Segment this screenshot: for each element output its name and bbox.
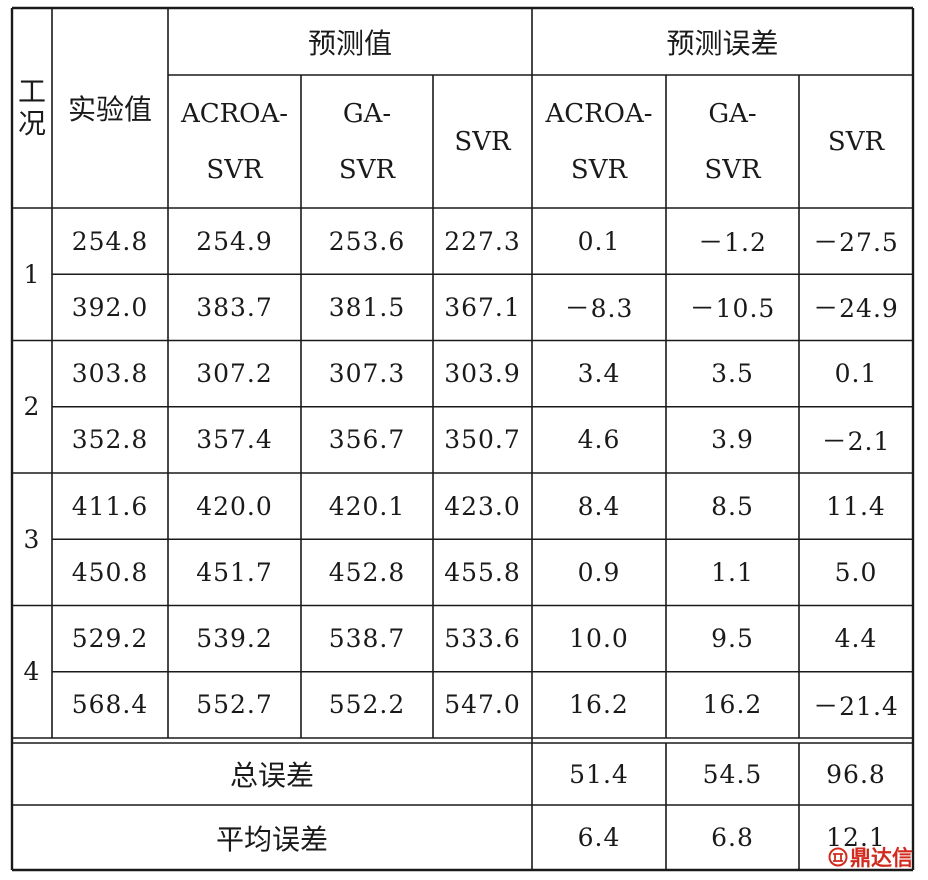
predicted-cell: 254.9 xyxy=(196,226,273,256)
error-cell: 3.5 xyxy=(711,359,754,389)
predicted-cell: 452.8 xyxy=(328,557,406,587)
summary-label: 平均误差 xyxy=(215,822,328,856)
error-cell: －10.5 xyxy=(689,294,776,324)
header-experimental: 实验值 xyxy=(67,93,152,126)
predicted-cell: 552.7 xyxy=(196,690,273,720)
error-cell: 5.0 xyxy=(834,557,878,587)
condition-cell: 2 xyxy=(23,392,41,422)
condition-cell: 4 xyxy=(23,657,41,687)
error-model-header: SVR xyxy=(799,75,913,208)
predicted-cell: 451.7 xyxy=(196,557,273,587)
error-cell: －27.5 xyxy=(813,228,899,258)
predicted-cell: 307.3 xyxy=(328,359,406,389)
predicted-model-label: SVR xyxy=(206,154,263,185)
error-cell: 0.9 xyxy=(577,557,621,587)
predicted-model-header: GA- SVR xyxy=(301,75,433,208)
experimental-cell: 254.8 xyxy=(71,226,149,256)
predicted-cell: 423.0 xyxy=(444,491,521,521)
predicted-cell: 367.1 xyxy=(444,292,521,322)
error-cell: －2.1 xyxy=(821,426,891,456)
predicted-cell: 303.9 xyxy=(444,359,521,389)
predicted-cell: 538.7 xyxy=(328,624,406,654)
error-cell: 1.1 xyxy=(711,557,754,587)
error-cell: 16.2 xyxy=(569,690,629,720)
error-model-label: GA- xyxy=(708,98,757,129)
experimental-cell: 568.4 xyxy=(71,690,149,720)
predicted-cell: 381.5 xyxy=(328,292,406,322)
error-model-label: SVR xyxy=(570,154,628,185)
error-cell: 11.4 xyxy=(826,491,886,521)
predicted-cell: 420.1 xyxy=(328,491,406,521)
experimental-cell: 529.2 xyxy=(71,624,149,654)
error-cell: 0.1 xyxy=(577,226,621,256)
predicted-model-label: GA- xyxy=(342,98,392,129)
predicted-model-label: ACROA- xyxy=(180,98,289,129)
predicted-cell: 307.2 xyxy=(196,359,273,389)
header-condition-char: 工 xyxy=(17,75,46,108)
predicted-cell: 383.7 xyxy=(196,292,273,322)
header-error-group: 预测误差 xyxy=(666,26,779,60)
predicted-cell: 253.6 xyxy=(328,226,406,256)
error-model-header: ACROA- SVR xyxy=(532,75,666,208)
predicted-cell: 350.7 xyxy=(444,425,521,455)
error-cell: －1.2 xyxy=(698,228,767,258)
error-cell: 3.9 xyxy=(711,425,754,455)
experimental-cell: 411.6 xyxy=(71,491,149,521)
error-cell: －21.4 xyxy=(813,691,899,721)
summary-value: 51.4 xyxy=(569,759,629,789)
experimental-cell: 392.0 xyxy=(71,292,149,322)
summary-value: 12.1 xyxy=(826,823,886,852)
predicted-model-label: SVR xyxy=(338,154,396,185)
error-cell: 3.4 xyxy=(577,359,621,389)
predicted-model-label: SVR xyxy=(454,126,511,157)
predicted-cell: 552.2 xyxy=(328,690,406,720)
error-cell: －8.3 xyxy=(564,294,634,324)
experimental-cell: 352.8 xyxy=(71,425,149,455)
summary-value: 6.4 xyxy=(577,823,621,852)
predicted-cell: 420.0 xyxy=(196,491,273,521)
experimental-cell: 450.8 xyxy=(71,557,149,587)
predicted-cell: 539.2 xyxy=(196,624,273,654)
condition-cell: 3 xyxy=(23,524,41,554)
predicted-cell: 533.6 xyxy=(444,624,521,654)
header-condition: 工况 xyxy=(12,8,52,208)
header-condition-char: 况 xyxy=(17,107,46,140)
predicted-cell: 547.0 xyxy=(444,690,521,720)
error-model-label: ACROA- xyxy=(545,98,653,129)
predicted-model-header: ACROA- SVR xyxy=(168,75,301,208)
error-cell: 4.4 xyxy=(834,624,878,654)
error-model-label: SVR xyxy=(827,126,885,157)
watermark: 鼎达信 xyxy=(828,842,913,872)
error-cell: 8.4 xyxy=(577,491,621,521)
error-cell: 0.1 xyxy=(834,359,878,389)
error-cell: －24.9 xyxy=(813,294,899,324)
predicted-model-header: SVR xyxy=(433,75,532,208)
error-cell: 10.0 xyxy=(569,624,629,654)
predicted-cell: 356.7 xyxy=(328,425,406,455)
error-cell: 16.2 xyxy=(702,690,763,720)
predicted-cell: 227.3 xyxy=(444,226,521,256)
watermark-logo-icon xyxy=(828,847,848,867)
predicted-cell: 357.4 xyxy=(196,425,273,455)
condition-cell: 1 xyxy=(23,259,41,289)
error-model-header: GA- SVR xyxy=(666,75,799,208)
summary-value: 6.8 xyxy=(711,823,754,852)
watermark-text: 鼎达信 xyxy=(850,846,913,870)
error-cell: 9.5 xyxy=(711,624,754,654)
error-model-label: SVR xyxy=(704,154,761,185)
error-cell: 8.5 xyxy=(711,491,754,521)
summary-value: 54.5 xyxy=(702,759,763,789)
error-cell: 4.6 xyxy=(577,425,621,455)
summary-value: 96.8 xyxy=(826,759,886,789)
summary-label: 总误差 xyxy=(229,759,314,792)
experimental-cell: 303.8 xyxy=(71,359,149,389)
header-predicted-group: 预测值 xyxy=(307,26,392,60)
predicted-cell: 455.8 xyxy=(444,557,521,587)
